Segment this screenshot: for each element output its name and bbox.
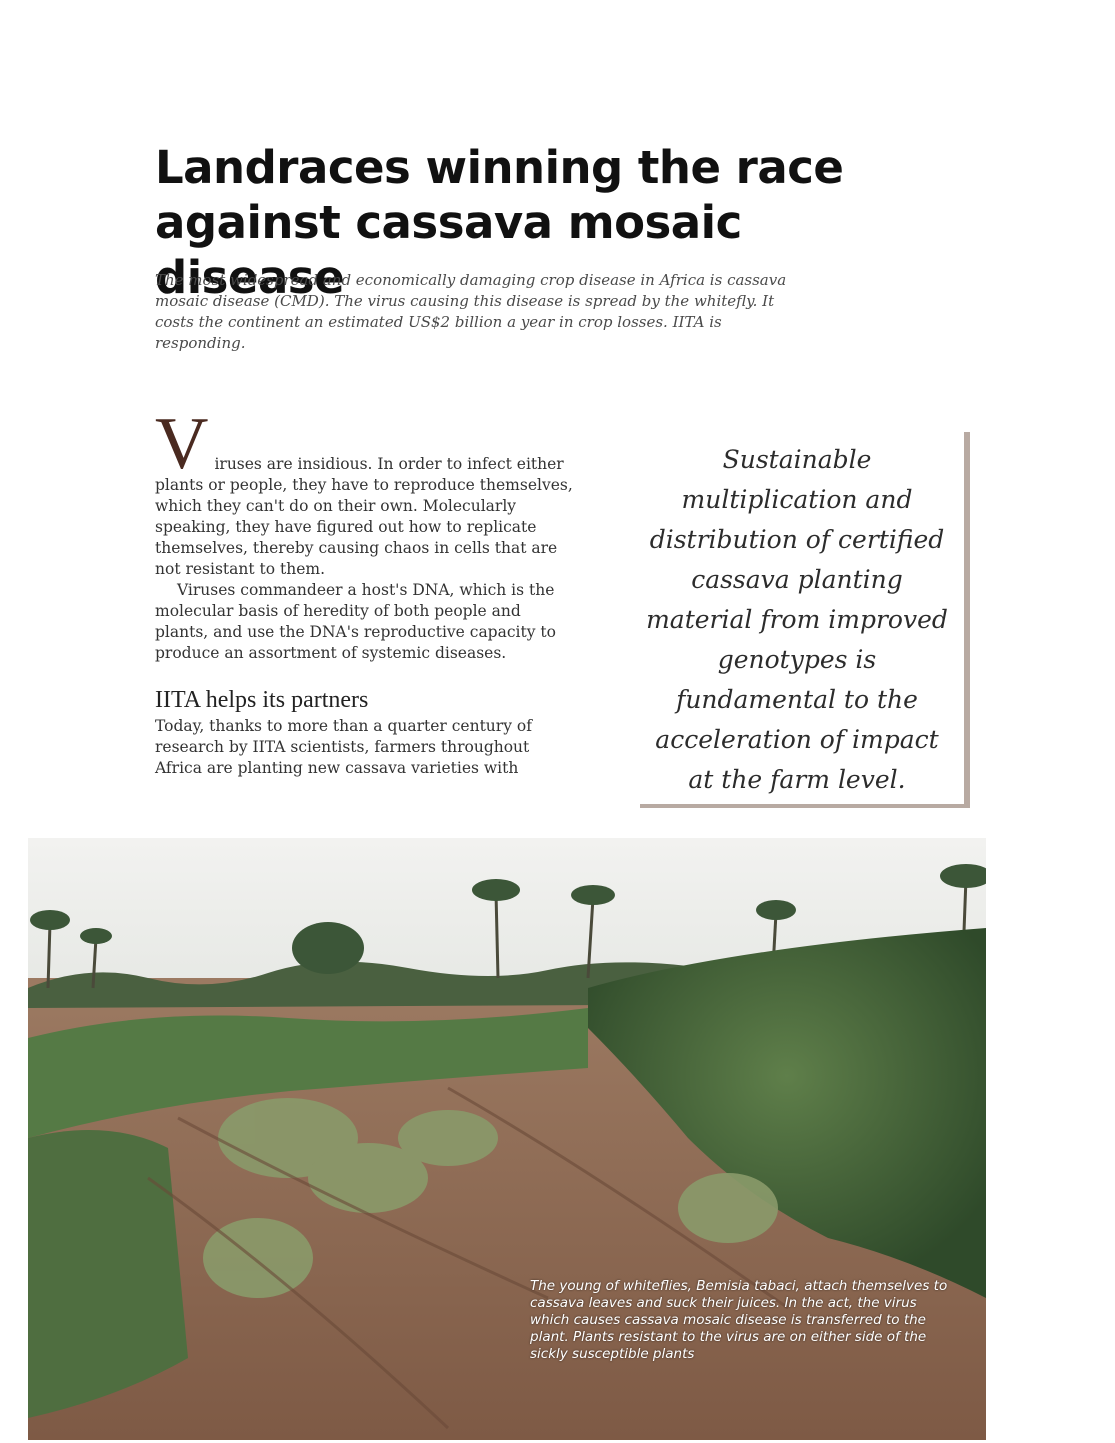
article-dek: The most widespread and economically dam… xyxy=(155,271,787,352)
drop-cap: V xyxy=(155,403,209,485)
pull-quote: Sustainable multiplication and distribut… xyxy=(640,432,970,808)
article-title: Landraces winning the race against cassa… xyxy=(155,141,844,304)
body-column: V iruses are insidious. In order to infe… xyxy=(155,403,575,779)
cassava-field-photo xyxy=(28,838,986,1440)
body-paragraph-1-text: iruses are insidious. In order to infect… xyxy=(155,455,573,578)
body-paragraph-2: Viruses commandeer a host's DNA, which i… xyxy=(155,581,556,662)
cassava-field-illustration xyxy=(28,838,986,1440)
body-paragraph-3: Today, thanks to more than a quarter cen… xyxy=(155,717,532,777)
photo-caption: The young of whiteflies, Bemisia tabaci,… xyxy=(530,1278,948,1362)
section-subhead: IITA helps its partners xyxy=(155,687,369,713)
body-paragraph-1: V iruses are insidious. In order to infe… xyxy=(155,403,575,580)
